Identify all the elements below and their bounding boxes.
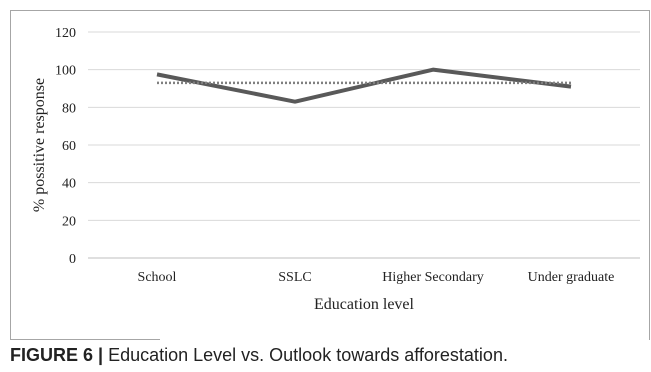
figure-caption-text: Education Level vs. Outlook towards affo… xyxy=(103,345,508,365)
y-tick-label: 80 xyxy=(62,101,76,116)
x-tick-label: School xyxy=(138,270,177,285)
y-tick-label: 40 xyxy=(62,177,76,192)
x-tick-label: Under graduate xyxy=(528,270,615,285)
chart-frame xyxy=(10,10,650,340)
figure-caption: FIGURE 6 | Education Level vs. Outlook t… xyxy=(10,345,508,366)
gridlines xyxy=(88,31,640,259)
y-axis-label: % possitive response xyxy=(31,78,48,212)
y-tick-labels: 0 20 40 60 80 100 120 xyxy=(55,26,76,267)
figure-caption-label: FIGURE 6 | xyxy=(10,345,104,365)
series-lines xyxy=(156,67,572,104)
y-tick-label: 20 xyxy=(62,214,76,229)
x-axis-label: Education level xyxy=(314,296,415,313)
series-line-solid xyxy=(156,67,572,104)
y-tick-label: 100 xyxy=(55,64,76,79)
chart-frame-left xyxy=(10,10,11,340)
y-tick-label: 120 xyxy=(55,26,76,41)
x-tick-label: SSLC xyxy=(278,270,311,285)
y-tick-label: 60 xyxy=(62,139,76,154)
x-tick-labels: School SSLC Higher Secondary Under graduate xyxy=(138,270,615,285)
chart-frame-bottom xyxy=(10,339,160,340)
y-tick-label: 0 xyxy=(69,252,76,267)
x-tick-label: Higher Secondary xyxy=(382,270,483,285)
